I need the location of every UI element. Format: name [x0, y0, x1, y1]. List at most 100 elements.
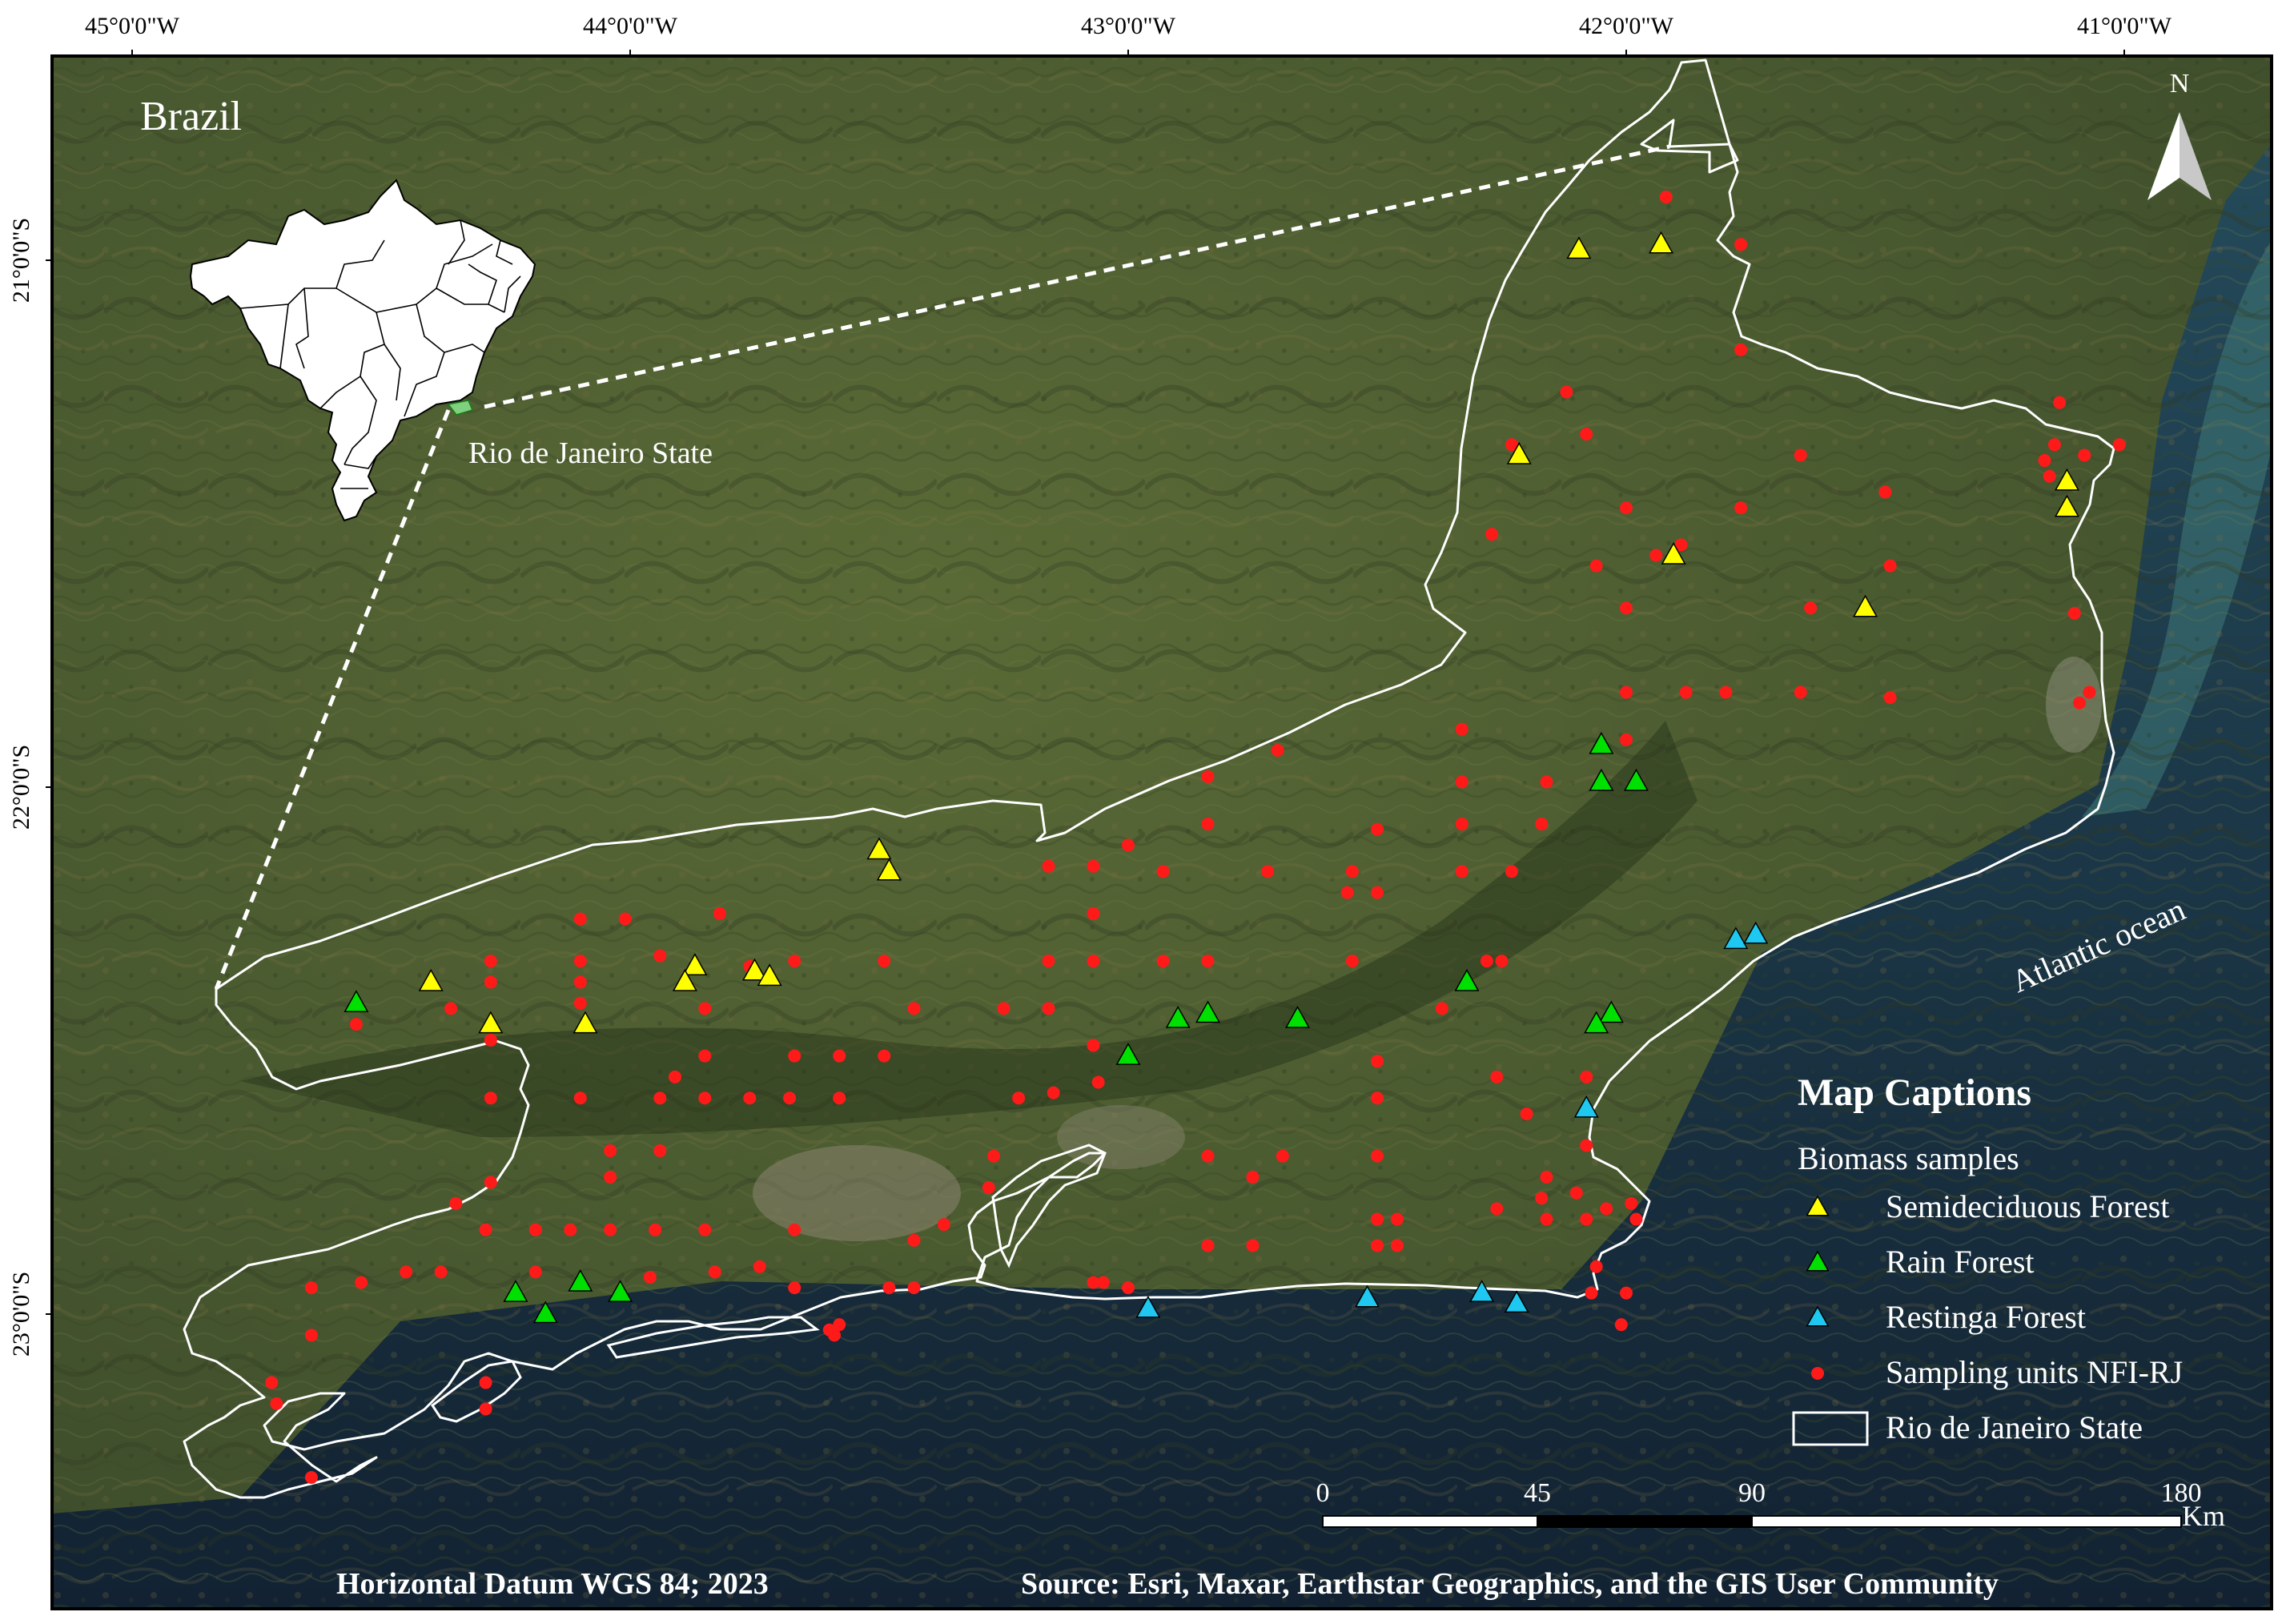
- nfi-sampling-unit-marker: [1589, 559, 1603, 573]
- nfi-sampling-unit-marker: [1156, 865, 1170, 878]
- nfi-sampling-unit-marker: [1620, 685, 1633, 699]
- biomass-samples-layer: [344, 231, 2079, 1324]
- nfi-sampling-unit-marker: [484, 1091, 497, 1105]
- nfi-sampling-unit-marker: [1201, 770, 1215, 783]
- nfi-sampling-unit-marker: [528, 1265, 542, 1279]
- nfi-sampling-unit-marker: [1087, 1276, 1100, 1289]
- nfi-sampling-unit-marker: [1589, 1260, 1603, 1273]
- restinga-forest-marker: [1504, 1290, 1529, 1313]
- basemap-imagery: [52, 56, 2272, 1609]
- brazil-inset-map: Brazil Rio de Janeiro State: [140, 94, 713, 522]
- nfi-sampling-unit-marker: [1505, 438, 1518, 452]
- nfi-sampling-unit-marker: [1246, 1170, 1260, 1184]
- rain-forest-marker: [1284, 1005, 1311, 1028]
- nfi-sampling-unit-marker: [528, 1223, 542, 1236]
- nfi-sampling-unit-marker: [878, 1049, 891, 1063]
- latitude-label: 23°0'0"S: [8, 1272, 34, 1357]
- nfi-sampling-unit-marker: [907, 1002, 921, 1015]
- nfi-sampling-unit-marker: [1540, 775, 1553, 789]
- nfi-sampling-unit-marker: [907, 1281, 921, 1295]
- semideciduous-forest-marker: [573, 1011, 598, 1034]
- latitude-label: 21°0'0"S: [8, 218, 34, 303]
- nfi-sampling-units-layer: [265, 191, 2126, 1484]
- nfi-sampling-unit-marker: [2053, 396, 2067, 409]
- legend-item-label: Restinga Forest: [1886, 1299, 2086, 1335]
- restinga-forest-marker: [1723, 927, 1749, 950]
- nfi-sampling-unit-marker: [698, 1091, 712, 1105]
- nfi-sampling-unit-marker: [270, 1397, 283, 1410]
- nfi-sampling-unit-marker: [1580, 428, 1593, 441]
- semideciduous-forest-marker: [876, 858, 902, 881]
- scale-tick-label: 45: [1524, 1478, 1551, 1508]
- nfi-sampling-unit-marker: [2078, 448, 2091, 462]
- nfi-sampling-unit-marker: [1276, 1149, 1289, 1163]
- nfi-sampling-unit-marker: [1246, 1239, 1260, 1252]
- semideciduous-forest-marker: [1661, 541, 1686, 565]
- rain-forest-marker: [503, 1280, 528, 1302]
- nfi-sampling-unit-marker: [573, 975, 587, 989]
- marambaia-outline: [606, 1316, 820, 1359]
- nfi-sampling-unit-marker: [304, 1281, 318, 1295]
- nfi-sampling-unit-marker: [449, 1196, 463, 1210]
- rain-forest-marker: [1589, 731, 1614, 754]
- nfi-sampling-unit-marker: [1455, 775, 1468, 789]
- inset-highlight-label: Rio de Janeiro State: [468, 436, 713, 470]
- nfi-sampling-unit-marker: [783, 1091, 797, 1105]
- nfi-sampling-unit-marker: [1096, 1276, 1110, 1289]
- nfi-sampling-unit-marker: [1620, 1286, 1633, 1300]
- nfi-sampling-unit-marker: [653, 949, 667, 963]
- nfi-sampling-unit-marker: [1620, 501, 1633, 515]
- graticule-ticks: 45°0'0"W 44°0'0"W 43°0'0"W 42°0'0"W 41°0'0"W…: [8, 13, 2172, 1357]
- semideciduous-forest-marker: [866, 837, 892, 860]
- rain-forest-marker: [344, 990, 369, 1013]
- nfi-sampling-unit-marker: [987, 1149, 1001, 1163]
- nfi-sampling-unit-marker: [400, 1265, 413, 1279]
- scale-tick-label: 0: [1316, 1478, 1330, 1508]
- nfi-sampling-unit-marker: [753, 1260, 766, 1273]
- nfi-sampling-unit-marker: [604, 1223, 617, 1236]
- longitude-label: 42°0'0"W: [1579, 13, 1674, 39]
- nfi-sampling-unit-marker: [1087, 906, 1100, 920]
- nfi-sampling-unit-marker: [1674, 538, 1688, 552]
- nfi-sampling-unit-marker: [1087, 955, 1100, 968]
- nfi-sampling-unit-marker: [698, 1223, 712, 1236]
- latitude-label: 22°0'0"S: [8, 745, 34, 830]
- nfi-sampling-unit-marker: [1734, 343, 1748, 356]
- scale-tick-label: 90: [1738, 1478, 1766, 1508]
- nfi-sampling-unit-marker: [1201, 818, 1215, 831]
- semideciduous-forest-marker: [1506, 441, 1532, 464]
- nfi-sampling-unit-marker: [788, 1049, 802, 1063]
- nfi-sampling-unit-marker: [1201, 955, 1215, 968]
- nfi-sampling-unit-marker: [833, 1318, 846, 1332]
- nfi-sampling-unit-marker: [743, 1091, 757, 1105]
- guanabara-bay-outline: [991, 1144, 1107, 1268]
- restinga-forest-marker: [1573, 1095, 1599, 1118]
- nfi-sampling-unit-marker: [355, 1276, 368, 1289]
- nfi-sampling-unit-marker: [1201, 1149, 1215, 1163]
- nfi-sampling-unit-marker: [982, 1181, 995, 1195]
- nfi-sampling-unit-marker: [1679, 685, 1693, 699]
- nfi-sampling-unit-marker: [1122, 1281, 1135, 1295]
- nfi-sampling-unit-marker: [1625, 1196, 1638, 1210]
- nfi-sampling-unit-marker: [604, 1170, 617, 1184]
- nfi-sampling-unit-marker: [1734, 501, 1748, 515]
- legend-symbol-icon: [1806, 1195, 1830, 1216]
- legend-item-label: Sampling units NFI-RJ: [1886, 1354, 2183, 1390]
- nfi-sampling-unit-marker: [265, 1376, 279, 1389]
- nfi-sampling-unit-marker: [1490, 1070, 1504, 1083]
- nfi-sampling-unit-marker: [708, 1265, 721, 1279]
- legend-symbol-icon: [1806, 1250, 1830, 1272]
- nfi-sampling-unit-marker: [1535, 1192, 1549, 1205]
- nfi-sampling-unit-marker: [833, 1091, 846, 1105]
- nfi-sampling-unit-marker: [1371, 886, 1384, 899]
- nfi-sampling-unit-marker: [1261, 865, 1275, 878]
- semideciduous-forest-marker: [418, 968, 444, 991]
- nfi-sampling-unit-marker: [649, 1223, 662, 1236]
- semideciduous-forest-marker: [1853, 594, 1878, 617]
- nfi-sampling-unit-marker: [2112, 438, 2126, 452]
- nfi-sampling-unit-marker: [878, 955, 891, 968]
- north-arrow-label: N: [2170, 69, 2190, 98]
- rain-forest-marker: [1454, 968, 1480, 991]
- nfi-sampling-unit-marker: [1371, 1091, 1384, 1105]
